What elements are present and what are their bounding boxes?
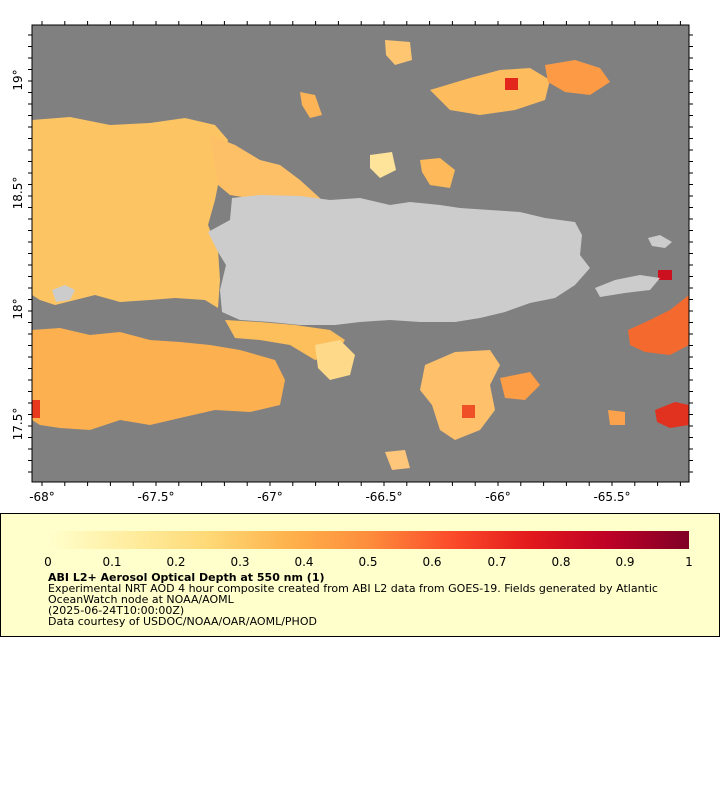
aod-region-east-speck	[608, 410, 625, 425]
aod-region-hotspot-east	[658, 270, 672, 280]
aod-region-hotspot-north	[505, 78, 518, 90]
aod-region-hotspot-south	[462, 405, 475, 418]
aod-region-southwest	[32, 328, 285, 430]
colorbar-label: 0.7	[487, 555, 506, 569]
lon-label: -67.5°	[137, 490, 174, 504]
lon-label: -66.5°	[365, 490, 402, 504]
aod-region-north-small	[385, 40, 412, 65]
colorbar-label: 0.3	[230, 555, 249, 569]
colorbar: 0 0.1 0.2 0.3 0.4 0.5 0.6 0.7 0.8 0.9 1	[44, 531, 693, 569]
aod-region-west-coast	[210, 135, 322, 205]
longitude-labels: -68° -67.5° -67° -66.5° -66° -65.5°	[29, 490, 630, 504]
isla-de-mona-land	[52, 285, 75, 302]
lat-label: 18.5°	[11, 177, 25, 210]
colorbar-label: 0.1	[102, 555, 121, 569]
legend-credit: Data courtesy of USDOC/NOAA/OAR/AOML/PHO…	[48, 615, 317, 628]
colorbar-label: 0.2	[166, 555, 185, 569]
lon-label: -66°	[485, 490, 511, 504]
aod-region-north-east	[545, 60, 610, 95]
map-figure: 19° 18.5° 18° 17.5° -68° -67.5° -67° -66…	[11, 21, 693, 504]
aod-region-south-bottom	[385, 450, 410, 470]
legend-description: Experimental NRT AOD 4 hour composite cr…	[48, 582, 658, 595]
vieques-land	[595, 275, 660, 297]
aod-region-east	[628, 295, 689, 355]
land-layer	[52, 195, 672, 325]
legend-panel: 0 0.1 0.2 0.3 0.4 0.5 0.6 0.7 0.8 0.9 1 …	[0, 513, 720, 637]
aod-map: 19° 18.5° 18° 17.5° -68° -67.5° -67° -66…	[11, 21, 693, 504]
aod-region-east-bottom	[655, 402, 689, 428]
aod-region-north-speck	[370, 152, 396, 178]
lat-label: 17.5°	[11, 408, 25, 441]
latitude-labels: 19° 18.5° 18° 17.5°	[11, 69, 25, 440]
colorbar-ramp	[48, 531, 689, 549]
colorbar-label: 0.6	[422, 555, 441, 569]
legend-description-continued: OceanWatch node at NOAA/AOML	[48, 593, 234, 606]
aod-region-north-west	[300, 92, 322, 118]
legend-date: (2025-06-24T10:00:00Z)	[48, 604, 185, 617]
lon-label: -68°	[29, 490, 55, 504]
legend-title: ABI L2+ Aerosol Optical Depth at 550 nm …	[48, 571, 325, 584]
colorbar-label: 0	[44, 555, 52, 569]
colorbar-label: 0.9	[615, 555, 634, 569]
colorbar-label: 0.5	[358, 555, 377, 569]
aod-region-south-central-east	[500, 372, 540, 400]
aod-region-hotspot-west	[32, 400, 40, 418]
map-ticks	[28, 21, 693, 486]
lat-label: 19°	[11, 69, 25, 90]
lon-label: -67°	[257, 490, 283, 504]
lon-label: -65.5°	[593, 490, 630, 504]
aod-region-south-mid	[315, 340, 355, 380]
aod-region-south-central	[420, 350, 500, 440]
aod-region-north	[430, 68, 550, 115]
colorbar-label: 1	[685, 555, 693, 569]
aod-region-north-mid	[420, 158, 455, 188]
colorbar-label: 0.8	[551, 555, 570, 569]
aod-region-south-coast	[225, 320, 345, 360]
lat-label: 18°	[11, 298, 25, 319]
puerto-rico-land	[208, 195, 590, 325]
colorbar-labels: 0 0.1 0.2 0.3 0.4 0.5 0.6 0.7 0.8 0.9 1	[44, 555, 693, 569]
aod-pixel-layer	[32, 40, 689, 470]
culebra-land	[648, 235, 672, 248]
aod-region-west	[32, 117, 228, 308]
colorbar-label: 0.4	[294, 555, 313, 569]
